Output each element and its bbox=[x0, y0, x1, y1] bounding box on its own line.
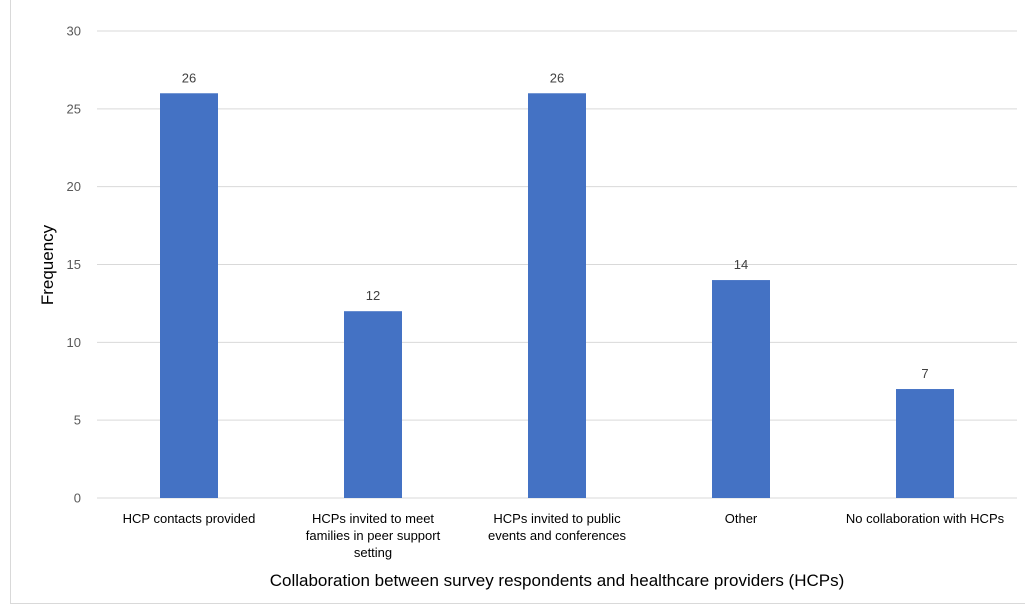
bar bbox=[896, 389, 954, 498]
y-tick-label: 25 bbox=[67, 101, 81, 116]
x-axis-title: Collaboration between survey respondents… bbox=[270, 571, 845, 590]
chart-frame bbox=[10, 0, 1025, 604]
x-category-label: HCPs invited to meet families in peer sup… bbox=[306, 511, 441, 560]
data-label: 26 bbox=[550, 70, 564, 85]
bar bbox=[528, 93, 586, 499]
y-tick-label: 5 bbox=[74, 413, 81, 428]
y-tick-label: 0 bbox=[74, 491, 81, 506]
y-tick-label: 15 bbox=[67, 257, 81, 272]
x-category-label: HCPs invited to public events and confere… bbox=[488, 511, 627, 543]
y-axis-title: Frequency bbox=[38, 224, 57, 305]
x-category-label: No collaboration with HCPs bbox=[846, 511, 1005, 526]
y-tick-label: 20 bbox=[67, 179, 81, 194]
x-category-label: Other bbox=[725, 511, 758, 526]
bar bbox=[160, 93, 218, 499]
y-tick-label: 30 bbox=[67, 24, 81, 39]
x-category-label: HCP contacts provided bbox=[123, 511, 256, 526]
bar bbox=[712, 280, 770, 498]
bar bbox=[344, 311, 402, 498]
data-label: 12 bbox=[366, 288, 380, 303]
data-label: 26 bbox=[182, 70, 196, 85]
data-label: 7 bbox=[921, 366, 928, 381]
data-label: 14 bbox=[734, 257, 748, 272]
y-tick-label: 10 bbox=[67, 335, 81, 350]
